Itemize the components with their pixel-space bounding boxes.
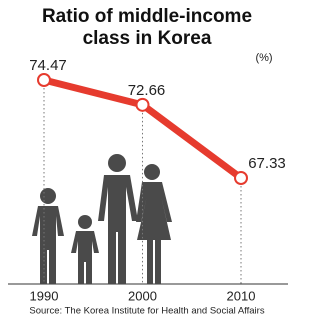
marker [38,74,50,86]
value-label: 67.33 [248,155,286,172]
source: Source: The Korea Institute for Health a… [29,306,264,317]
unit-label: (%) [255,52,272,64]
x-tick-label: 2000 [128,288,157,303]
x-tick-label: 2010 [227,288,256,303]
value-label: 72.66 [128,82,166,99]
page: (%) Source: The Korea Institute for Heal… [0,0,294,320]
value-label: 74.47 [29,57,67,74]
family-silhouette [32,154,172,284]
x-tick-label: 1990 [30,288,59,303]
marker [235,172,247,184]
chart-title: Ratio of middle-income class in Korea [0,6,294,50]
marker [137,99,149,111]
